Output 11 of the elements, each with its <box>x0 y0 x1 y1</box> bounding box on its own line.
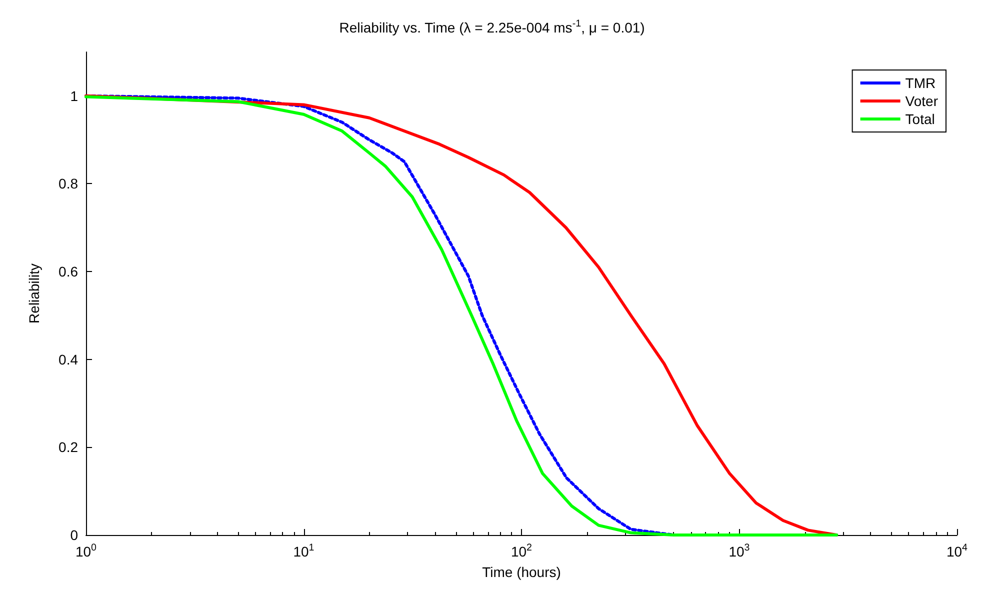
y-tick-label: 0.4 <box>58 351 78 368</box>
legend-label: Voter <box>905 93 938 109</box>
legend-label: Total <box>905 111 935 127</box>
legend-label: TMR <box>905 75 936 91</box>
y-tick-label: 0.2 <box>58 439 78 456</box>
y-tick-label: 0 <box>70 527 78 543</box>
y-tick-label: 1 <box>70 88 78 104</box>
y-axis-title: Reliability <box>26 264 42 324</box>
y-tick-label: 0.6 <box>58 264 78 280</box>
y-tick-label: 0.8 <box>58 176 78 192</box>
x-axis-title: Time (hours) <box>482 564 561 580</box>
